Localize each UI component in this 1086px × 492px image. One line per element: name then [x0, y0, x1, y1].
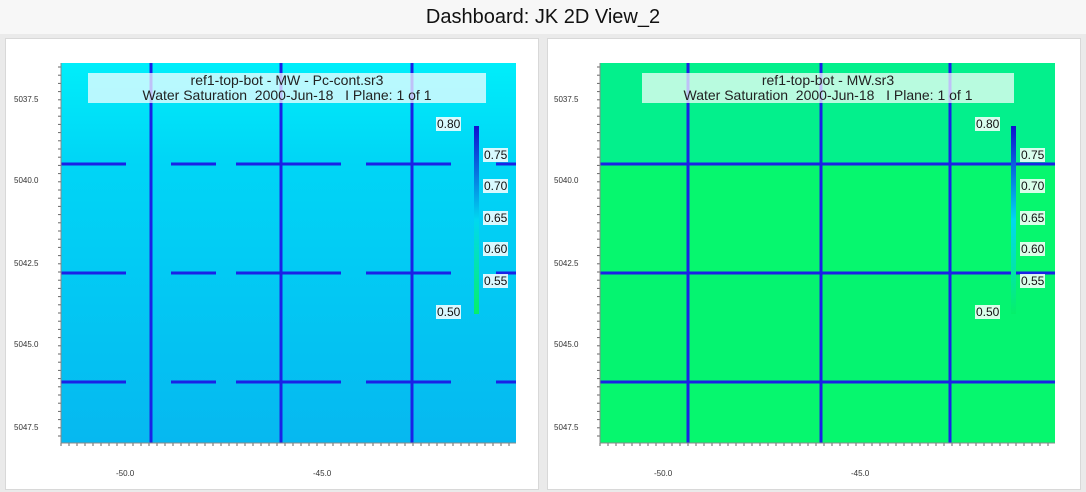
colorbar [1011, 126, 1016, 314]
colorbar-tick-label: 0.65 [1020, 211, 1046, 225]
colorbar-tick-label: 0.60 [1020, 242, 1046, 256]
y-tick-label: 5037.5 [554, 95, 579, 104]
colorbar-max-label: 0.80 [436, 117, 462, 131]
colorbar-tick-label: 0.55 [483, 274, 509, 288]
colorbar-tick-label: 0.55 [1020, 274, 1046, 288]
colorbar [474, 126, 479, 314]
colorbar-min-label: 0.50 [436, 305, 462, 319]
x-tick-label: -45.0 [313, 469, 332, 478]
colorbar-tick-label: 0.75 [1020, 148, 1046, 162]
grid-lines [600, 63, 1055, 443]
y-tick-label: 5037.5 [14, 95, 39, 104]
view-panel-mw[interactable]: 5037.5 5040.0 5042.5 5045.0 5047.5 -50.0… [547, 38, 1081, 490]
colorbar-tick-label: 0.70 [483, 179, 509, 193]
plot-title: ref1-top-bot - MW.sr3 Water Saturation 2… [642, 73, 1014, 103]
plot-title-property: Water Saturation 2000-Jun-18 I Plane: 1 … [683, 87, 973, 103]
x-tick-label: -50.0 [654, 469, 673, 478]
colorbar-tick-label: 0.70 [1020, 179, 1046, 193]
x-tick-label: -45.0 [851, 469, 870, 478]
y-tick-label: 5042.5 [14, 259, 39, 268]
layer-band [600, 165, 1055, 272]
x-tick-label: -50.0 [116, 469, 135, 478]
plot-area[interactable]: 5037.5 5040.0 5042.5 5045.0 5047.5 -50.0… [548, 39, 1082, 491]
y-tick-label: 5042.5 [554, 259, 579, 268]
plot-area[interactable]: 5037.5 5040.0 5042.5 5045.0 5047.5 -50.0… [6, 39, 540, 491]
grid-lines [61, 63, 516, 443]
colorbar-min-label: 0.50 [975, 305, 1001, 319]
y-tick-label: 5040.0 [554, 176, 579, 185]
dashboard-title: Dashboard: JK 2D View_2 [0, 0, 1086, 34]
colorbar-tick-label: 0.60 [483, 242, 509, 256]
colorbar-tick-label: 0.75 [483, 148, 509, 162]
y-tick-label: 5045.0 [554, 340, 579, 349]
plot-title-file: ref1-top-bot - MW.sr3 [761, 72, 895, 88]
view-panel-pc-cont[interactable]: 5037.5 5040.0 5042.5 5045.0 5047.5 -50.0… [5, 38, 539, 490]
colorbar-tick-label: 0.65 [483, 211, 509, 225]
layer-band [600, 274, 1055, 382]
y-tick-label: 5045.0 [14, 340, 39, 349]
y-tick-label: 5047.5 [554, 423, 579, 432]
y-tick-label: 5040.0 [14, 176, 39, 185]
y-tick-label: 5047.5 [14, 423, 39, 432]
plot-title-property: Water Saturation 2000-Jun-18 I Plane: 1 … [142, 87, 432, 103]
layer-band [600, 384, 1055, 443]
plot-title: ref1-top-bot - MW - Pc-cont.sr3 Water Sa… [88, 73, 486, 103]
plot-title-file: ref1-top-bot - MW - Pc-cont.sr3 [190, 72, 384, 88]
colorbar-max-label: 0.80 [975, 117, 1001, 131]
